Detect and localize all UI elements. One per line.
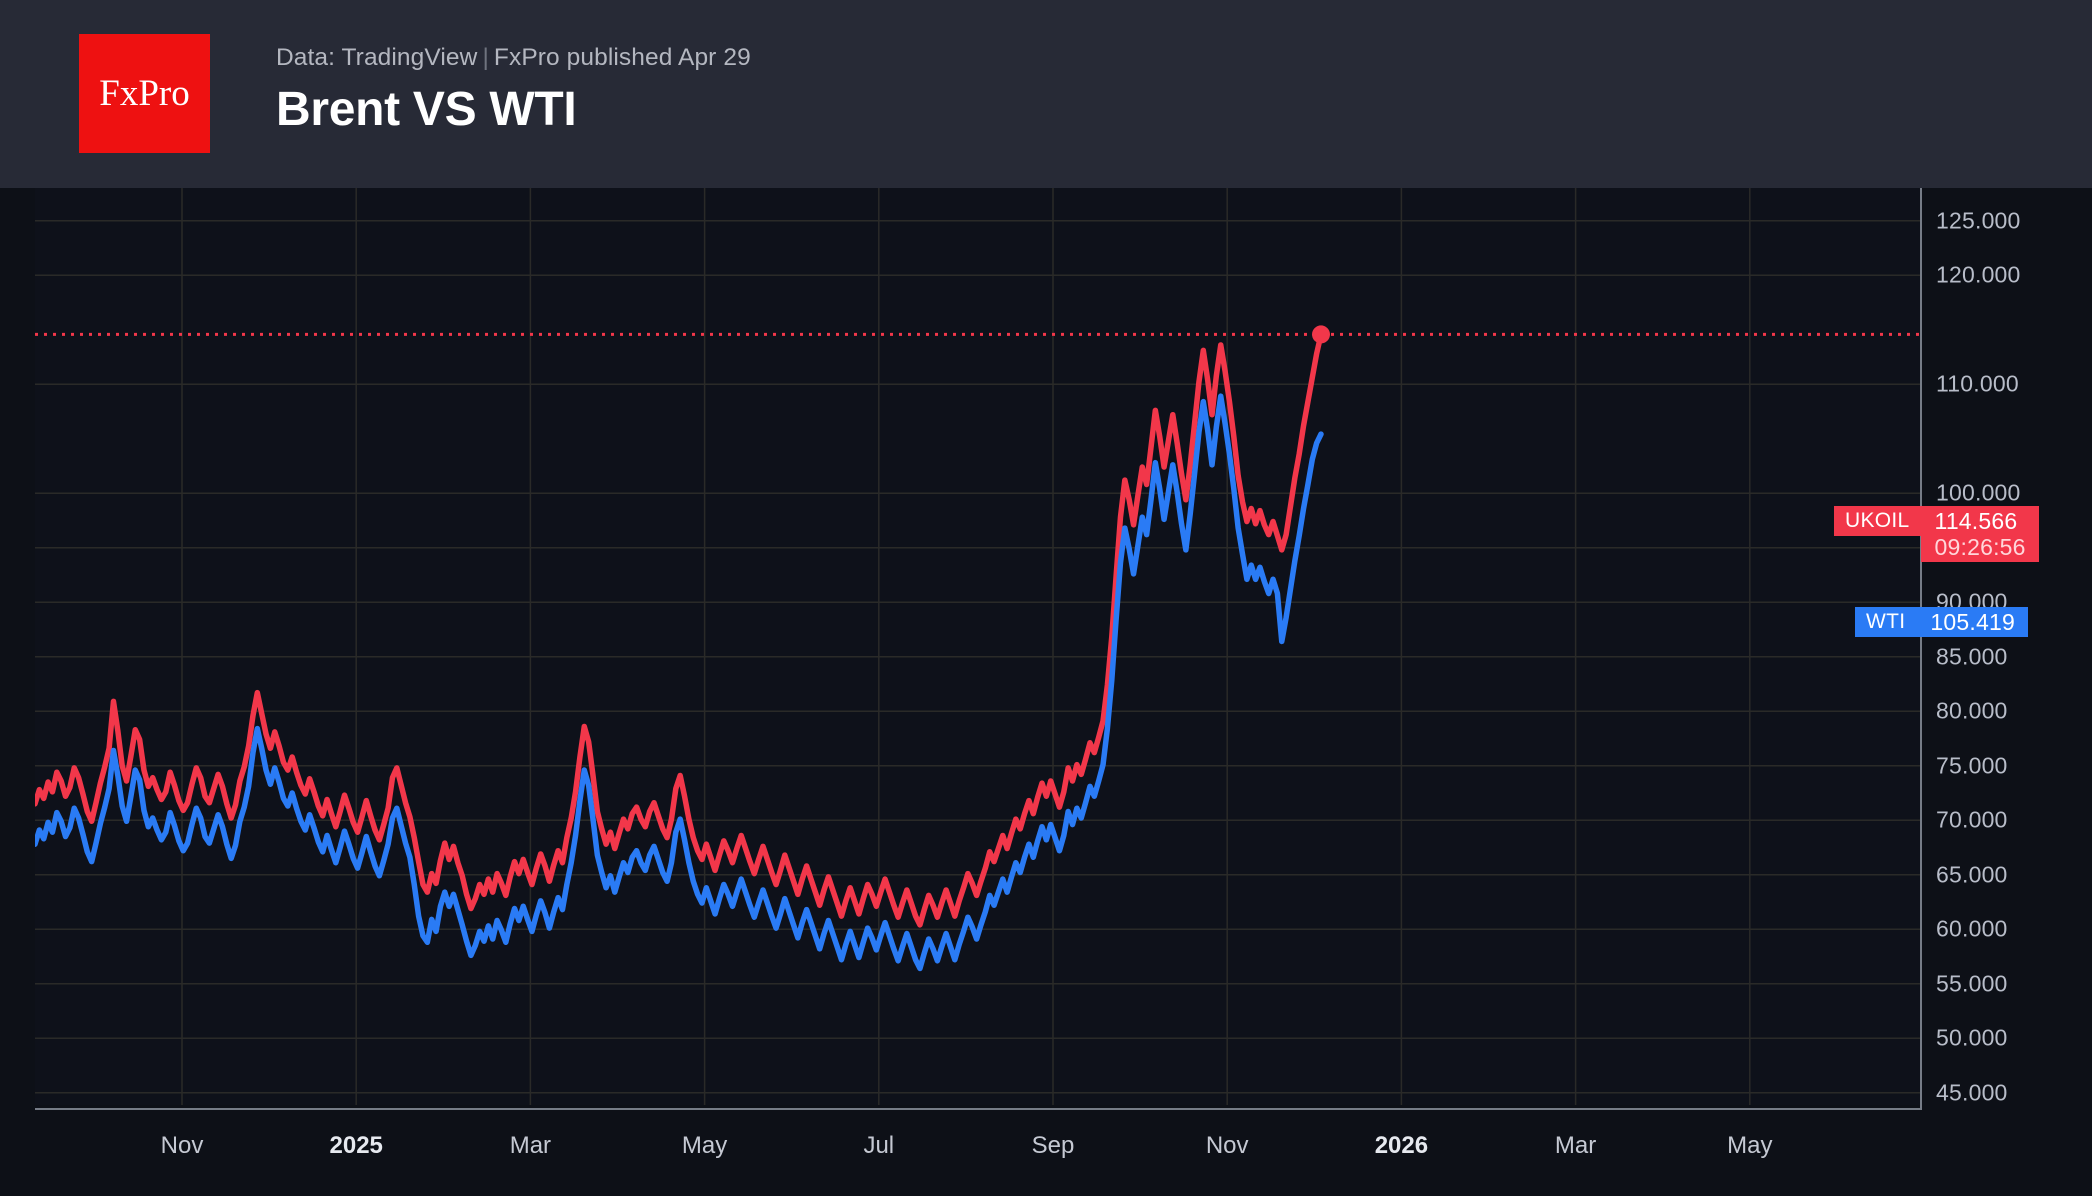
- time-scale-tick: Nov: [1205, 1132, 1249, 1159]
- price-scale-tick: 75.000: [1936, 752, 2008, 779]
- wti-tag-values: 105.419: [1916, 607, 2028, 637]
- ukoil-last-price-dot: [1312, 325, 1330, 344]
- time-scale-tick: Mar: [509, 1132, 552, 1159]
- time-scale-tick: 2025: [329, 1132, 383, 1159]
- page-header: FxPro Data: TradingView | FxPro published …: [0, 0, 2092, 188]
- price-scale[interactable]: 45.000 50.000 55.000 60.000 65.000 70.000 75.0…: [1922, 188, 2092, 1196]
- meta-publisher: FxPro published Apr 29: [493, 44, 751, 71]
- wti-price-tag[interactable]: WTI 105.419: [1855, 607, 2028, 637]
- price-scale-tick: 55.000: [1936, 970, 2008, 997]
- ukoil-price-tag[interactable]: UKOIL 114.566 09:26:56: [1834, 506, 2039, 562]
- price-scale-tick: 45.000: [1936, 1079, 2008, 1106]
- price-chart-svg: [35, 188, 1920, 1105]
- price-scale-tick: 100.000: [1936, 479, 2021, 506]
- time-scale-tick: Nov: [160, 1132, 204, 1159]
- price-scale-tick: 60.000: [1936, 915, 2008, 942]
- price-scale-tick: 85.000: [1936, 643, 2008, 670]
- time-scale-tick: May: [1727, 1132, 1773, 1159]
- series-line-ukoil: [35, 331, 1324, 928]
- y-axis-line: [1920, 188, 1922, 1110]
- time-scale[interactable]: Nov 2025 Mar May Jul Sep Nov 2026 Mar May: [0, 1110, 1920, 1196]
- vertical-gridlines: [181, 188, 1751, 1105]
- plot-region[interactable]: [35, 188, 1920, 1105]
- time-scale-tick: Mar: [1554, 1132, 1597, 1159]
- time-scale-tick: Sep: [1031, 1132, 1075, 1159]
- price-scale-tick: 70.000: [1936, 806, 2008, 833]
- time-scale-tick: May: [681, 1132, 728, 1159]
- ukoil-tag-price: 114.566: [1934, 508, 2018, 534]
- wti-tag-label: WTI: [1855, 607, 1917, 637]
- x-axis-line: [35, 1108, 1920, 1110]
- meta-source: Data: TradingView: [276, 44, 478, 71]
- chart-area: 45.000 50.000 55.000 60.000 65.000 70.000 75.0…: [0, 188, 2092, 1196]
- ukoil-tag-label: UKOIL: [1834, 506, 1921, 536]
- ukoil-tag-time: 09:26:56: [1934, 534, 2026, 560]
- series-line-wti: [35, 393, 1324, 972]
- horizontal-gridlines: [35, 219, 1920, 1094]
- price-scale-tick: 125.000: [1936, 207, 2021, 234]
- price-scale-tick: 120.000: [1936, 261, 2021, 288]
- page-title: Brent VS WTI: [276, 83, 577, 136]
- wti-tag-price: 105.419: [1930, 609, 2015, 635]
- header-meta: Data: TradingView | FxPro published Apr 29: [276, 44, 751, 72]
- price-scale-tick: 50.000: [1936, 1024, 2008, 1051]
- price-scale-tick: 110.000: [1936, 370, 2019, 397]
- logo-text: FxPro: [99, 73, 190, 114]
- fxpro-logo: FxPro: [79, 34, 210, 153]
- meta-separator: |: [482, 44, 489, 71]
- price-scale-tick: 65.000: [1936, 861, 2008, 888]
- price-scale-tick: 80.000: [1936, 697, 2008, 724]
- time-scale-tick: Jul: [863, 1132, 895, 1159]
- ukoil-tag-values: 114.566 09:26:56: [1920, 506, 2039, 562]
- time-scale-tick: 2026: [1374, 1132, 1429, 1159]
